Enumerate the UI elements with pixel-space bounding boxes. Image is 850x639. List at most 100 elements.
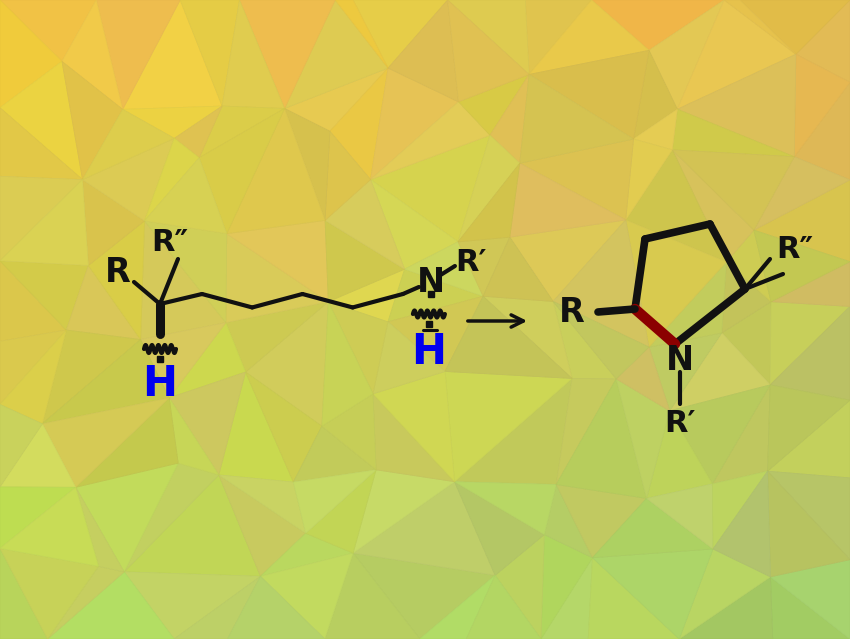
Polygon shape [218, 372, 293, 482]
Polygon shape [335, 0, 388, 68]
Polygon shape [525, 0, 592, 75]
Polygon shape [771, 262, 850, 307]
Text: R: R [105, 256, 131, 288]
Polygon shape [445, 371, 572, 482]
Polygon shape [228, 576, 325, 639]
Polygon shape [679, 549, 770, 639]
Polygon shape [285, 109, 330, 220]
Polygon shape [0, 488, 99, 566]
Polygon shape [330, 68, 388, 180]
Polygon shape [455, 482, 556, 535]
Polygon shape [0, 0, 96, 61]
Polygon shape [373, 394, 455, 482]
Polygon shape [458, 135, 519, 242]
Polygon shape [649, 0, 724, 109]
Polygon shape [373, 322, 445, 394]
Polygon shape [496, 535, 544, 639]
Polygon shape [218, 475, 306, 534]
Polygon shape [794, 54, 850, 157]
Polygon shape [0, 330, 66, 424]
Polygon shape [740, 0, 850, 54]
Polygon shape [483, 237, 553, 302]
Polygon shape [122, 106, 222, 138]
Polygon shape [647, 484, 713, 549]
Polygon shape [529, 50, 649, 139]
Polygon shape [672, 150, 754, 262]
Polygon shape [0, 261, 66, 341]
Polygon shape [0, 330, 66, 404]
Polygon shape [180, 0, 240, 106]
Polygon shape [519, 139, 633, 220]
Polygon shape [649, 333, 722, 411]
Polygon shape [556, 484, 647, 558]
Polygon shape [199, 109, 285, 234]
Polygon shape [240, 0, 335, 109]
Polygon shape [553, 220, 649, 347]
Polygon shape [770, 302, 850, 385]
Text: R′: R′ [455, 247, 487, 277]
Polygon shape [626, 220, 727, 347]
Polygon shape [62, 61, 122, 180]
Polygon shape [388, 296, 483, 371]
Polygon shape [556, 379, 647, 498]
Polygon shape [227, 220, 328, 302]
Polygon shape [0, 404, 42, 487]
Polygon shape [510, 220, 626, 302]
Polygon shape [88, 221, 144, 339]
Text: H: H [411, 331, 446, 373]
Polygon shape [306, 470, 376, 553]
Polygon shape [796, 0, 850, 82]
Polygon shape [144, 158, 227, 234]
Polygon shape [458, 75, 529, 135]
Polygon shape [388, 269, 483, 322]
Polygon shape [322, 394, 376, 470]
Polygon shape [371, 135, 490, 242]
Polygon shape [328, 302, 388, 394]
Polygon shape [169, 372, 246, 475]
Polygon shape [0, 61, 82, 180]
Polygon shape [712, 385, 770, 484]
Polygon shape [122, 0, 222, 109]
Polygon shape [353, 0, 448, 68]
Polygon shape [144, 138, 199, 221]
Text: N: N [416, 265, 445, 298]
Polygon shape [592, 549, 713, 639]
Polygon shape [174, 576, 260, 639]
Polygon shape [626, 139, 672, 220]
Polygon shape [445, 296, 572, 378]
Polygon shape [724, 0, 796, 54]
Text: N: N [666, 344, 694, 376]
Polygon shape [722, 262, 771, 333]
Polygon shape [227, 109, 325, 234]
Polygon shape [458, 163, 519, 242]
Text: R″: R″ [151, 227, 189, 256]
Polygon shape [124, 463, 218, 572]
Polygon shape [592, 498, 713, 558]
Polygon shape [285, 68, 388, 131]
Polygon shape [144, 221, 227, 323]
Polygon shape [62, 0, 122, 109]
Polygon shape [754, 180, 850, 262]
Polygon shape [455, 482, 544, 575]
Polygon shape [371, 180, 458, 269]
Polygon shape [285, 0, 388, 109]
Polygon shape [388, 0, 458, 102]
Polygon shape [794, 82, 850, 180]
Polygon shape [770, 307, 850, 400]
Polygon shape [0, 176, 82, 261]
Polygon shape [218, 475, 306, 576]
Polygon shape [768, 400, 850, 478]
Polygon shape [42, 398, 169, 488]
Polygon shape [48, 566, 124, 639]
Polygon shape [677, 0, 796, 109]
Polygon shape [633, 50, 677, 139]
Polygon shape [325, 131, 371, 220]
Polygon shape [770, 560, 850, 639]
Polygon shape [293, 470, 376, 534]
Polygon shape [42, 330, 140, 424]
Polygon shape [556, 378, 616, 484]
Polygon shape [260, 553, 353, 639]
Polygon shape [174, 106, 222, 158]
Polygon shape [371, 68, 458, 180]
Polygon shape [124, 475, 260, 576]
